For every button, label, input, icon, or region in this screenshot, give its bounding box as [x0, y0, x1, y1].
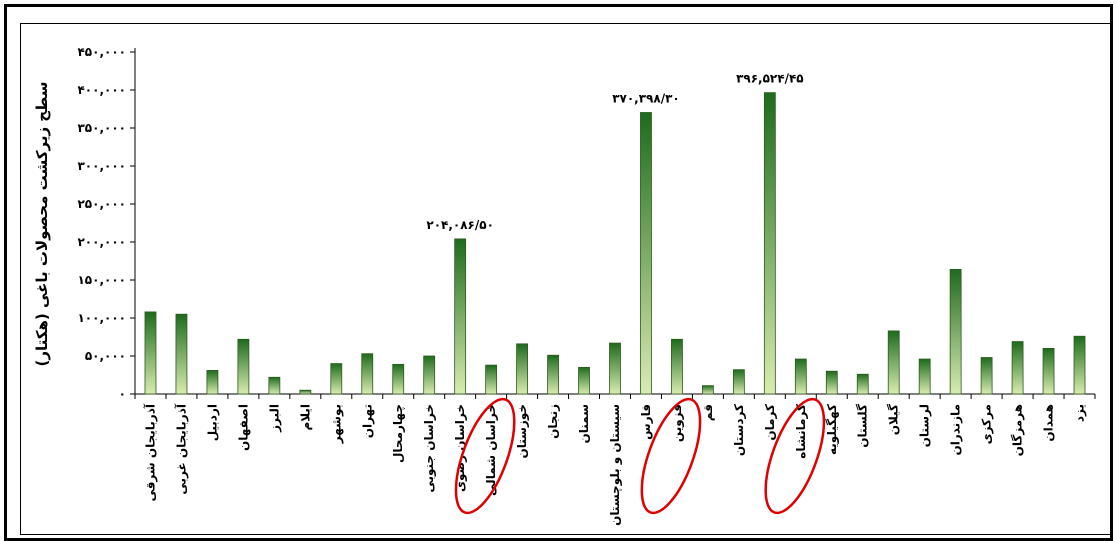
bar: [206, 370, 219, 395]
bar: [547, 354, 559, 395]
bar: [609, 342, 621, 395]
x-tick-label: زنجان: [546, 404, 560, 439]
bar: [1073, 335, 1086, 395]
bar: [237, 338, 250, 395]
bar: [1042, 347, 1055, 395]
x-tick-label: یزد: [1073, 404, 1087, 422]
x-tick-label: مازندران: [949, 404, 963, 456]
x-tick-label: گیلان: [887, 404, 901, 435]
x-tick-label: تهران: [360, 404, 374, 438]
bar: [856, 373, 869, 395]
y-tick-label: ۴۵۰,۰۰۰: [77, 45, 126, 59]
labels: آذربایجان شرقی آذربایجان غربی اردبیل اصفهان…: [33, 72, 1087, 526]
x-tick-label: آذربایجان شرقی: [142, 403, 157, 501]
x-tick-label: البرز: [267, 404, 281, 433]
data-label: ۲۰۴,۰۸۶/۵۰: [426, 218, 494, 232]
bar: [175, 313, 188, 395]
x-tick-label: اصفهان: [236, 404, 250, 451]
bar: [423, 355, 436, 395]
x-tick-label: کردستان: [732, 404, 746, 456]
x-tick-label: لرستان: [918, 404, 932, 447]
bar: [825, 370, 838, 395]
highlight-circle: [454, 397, 516, 515]
figure-frame: ۰ ۵۰,۰۰۰ ۱۰۰,۰۰۰ ۱۵۰,۰۰۰ ۲۰۰,۰۰۰ ۲۵۰,۰۰۰ ۳۰۰,۰…: [4, 4, 1113, 541]
y-tick-label: ۰: [119, 387, 126, 401]
chart-area: ۰ ۵۰,۰۰۰ ۱۰۰,۰۰۰ ۱۵۰,۰۰۰ ۲۰۰,۰۰۰ ۲۵۰,۰۰۰ ۳۰۰,۰…: [20, 23, 1113, 535]
x-tick-label: کهگیلویه: [825, 404, 840, 455]
bars: [144, 92, 1086, 395]
bar: [702, 385, 714, 395]
bar: [949, 268, 962, 395]
y-tick-label: ۵۰,۰۰۰: [85, 349, 126, 363]
bar: [732, 369, 745, 395]
y-tick-label: ۳۰۰,۰۰۰: [77, 159, 126, 173]
x-tick-label: ایلام: [298, 404, 313, 431]
y-tick-label: ۳۵۰,۰۰۰: [77, 121, 126, 135]
bar: [516, 343, 528, 395]
bar: [1011, 341, 1024, 395]
bar: [330, 363, 343, 395]
bar: [640, 112, 652, 395]
bar: [144, 311, 157, 395]
y-axis-label: سطح زیرکشت محصولات باغی (هکتار): [33, 82, 51, 367]
bar: [671, 338, 683, 395]
x-tick-label: اردبیل: [205, 404, 219, 441]
x-tick-label: فارس: [639, 404, 653, 440]
bar: [361, 353, 374, 395]
x-tick-label: سمنان: [577, 404, 591, 444]
bar: [485, 364, 498, 395]
bar: [454, 238, 467, 395]
x-tick-label: بوشهر: [329, 404, 344, 444]
x-tick-label: قم: [701, 404, 715, 421]
data-label: ۳۹۶,۵۲۴/۴۵: [736, 72, 804, 86]
x-tick-label: سیستان و بلوچستان: [608, 404, 623, 526]
x-tick-label: گلستان: [856, 404, 870, 448]
y-tick-label: ۱۵۰,۰۰۰: [77, 273, 126, 287]
x-tick-label: همدان: [1042, 404, 1056, 442]
x-tick-label: آذربایجان غربی: [173, 403, 188, 494]
axes: ۰ ۵۰,۰۰۰ ۱۰۰,۰۰۰ ۱۵۰,۰۰۰ ۲۰۰,۰۰۰ ۲۵۰,۰۰۰ ۳۰۰,۰…: [77, 45, 1096, 401]
bar: [268, 376, 281, 395]
x-tick-label: کرمان: [763, 404, 777, 441]
data-label: ۳۷۰,۳۹۸/۳۰: [612, 91, 680, 105]
bar: [980, 357, 993, 395]
x-tick-label: مرکزی: [980, 404, 994, 444]
x-tick-label: خراسان جنوبی: [422, 404, 437, 493]
bar: [887, 330, 900, 395]
highlight-circle: [640, 397, 702, 515]
bar: [918, 358, 931, 395]
x-tick-label: خراسان شمالی: [484, 404, 498, 496]
bar: [392, 363, 405, 395]
x-tick-label: هرمزگان: [1011, 404, 1025, 456]
bar: [763, 92, 776, 395]
x-tick-label: چهارمحال: [391, 404, 405, 463]
x-tick-label: قزوین: [670, 404, 685, 442]
y-tick-label: ۲۵۰,۰۰۰: [77, 197, 126, 211]
x-tick-label: خراسان رضوی: [453, 404, 468, 492]
x-tick-label: کرمانشاه: [794, 404, 808, 459]
y-tick-label: ۴۰۰,۰۰۰: [77, 83, 126, 97]
x-tick-label: خوزستان: [515, 404, 530, 459]
highlight-circles: [454, 397, 826, 515]
bar: [794, 358, 807, 395]
y-tick-label: ۱۰۰,۰۰۰: [77, 311, 126, 325]
bar: [578, 366, 590, 395]
highlight-circle: [764, 397, 826, 515]
bar: [299, 389, 312, 395]
y-tick-label: ۲۰۰,۰۰۰: [77, 235, 126, 249]
bar-chart: ۰ ۵۰,۰۰۰ ۱۰۰,۰۰۰ ۱۵۰,۰۰۰ ۲۰۰,۰۰۰ ۲۵۰,۰۰۰ ۳۰۰,۰…: [33, 45, 1096, 526]
